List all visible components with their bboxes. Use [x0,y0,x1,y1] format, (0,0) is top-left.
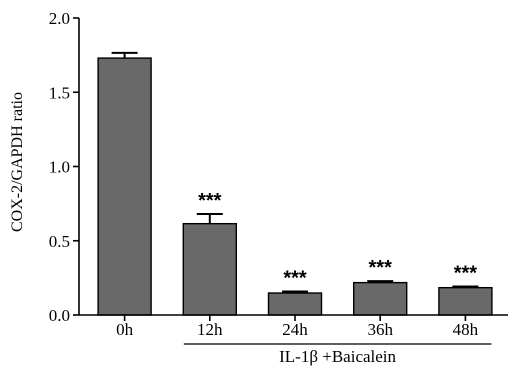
x-tick-label: 36h [367,320,393,339]
y-axis: 0.0 0.5 1.0 1.5 2.0 [49,9,80,325]
bar-24h [267,292,323,316]
y-tick-label: 1.5 [49,83,70,102]
bar-0h [97,57,152,316]
y-axis-label: COX-2/GAPDH ratio [9,92,26,232]
y-tick-label: 0.0 [49,306,70,325]
bar-48h [438,286,493,316]
x-tick-label: 12h [197,320,223,339]
significance-marker: *** [198,190,222,212]
bar-36h [353,281,408,316]
bar-12h [182,222,238,316]
significance-marker: *** [283,268,307,290]
x-tick-label: 0h [116,320,134,339]
y-tick-label: 2.0 [49,9,70,28]
x-axis: 0h 12h 24h 36h 48h [79,314,508,339]
x-tick-label: 48h [453,320,479,339]
bars: *** *** *** *** [97,51,493,316]
y-tick-label: 0.5 [49,232,70,251]
group-label: IL-1β +Baicalein [279,347,396,366]
significance-marker: *** [369,257,393,279]
x-tick-label: 24h [282,320,308,339]
y-tick-label: 1.0 [49,158,70,177]
significance-marker: *** [454,262,478,284]
